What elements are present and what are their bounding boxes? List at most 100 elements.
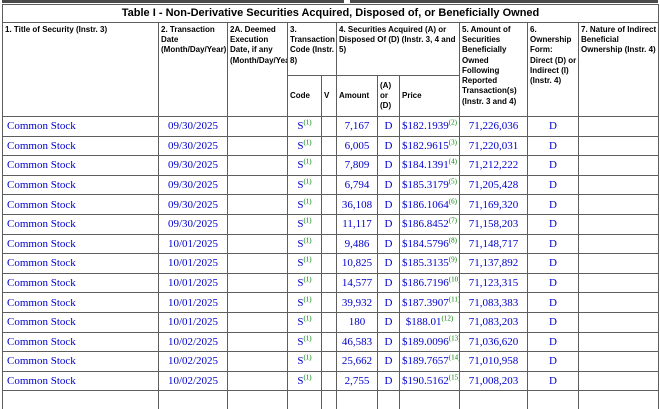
price-footnote: (13) [448, 334, 460, 343]
price-footnote: (14) [448, 353, 460, 362]
nature-of-ownership-cell [577, 311, 660, 333]
security-title-cell: Common Stock [2, 292, 159, 313]
v-cell [321, 253, 337, 274]
price-cell: $186.1064(6) [399, 194, 460, 215]
price-cell: $189.7657(14) [399, 351, 460, 372]
price-cell: $184.1391(4) [399, 155, 460, 176]
security-title-cell: Common Stock [2, 351, 159, 372]
amount-cell: 180 [336, 311, 378, 333]
price-value: $184.5796 [402, 237, 449, 250]
security-title-cell: Common Stock [2, 233, 159, 255]
transaction-code: S [297, 296, 304, 309]
acquired-disposed-cell: D [377, 370, 400, 392]
v-cell [321, 272, 337, 294]
ownership-form-cell: D [527, 155, 579, 176]
transaction-code: S [297, 316, 304, 329]
owned-following-cell: 71,212,222 [459, 155, 528, 176]
table-subheader-row: Code V Amount (A) or (D) Price [3, 75, 659, 117]
code-footnote: (1) [303, 157, 312, 166]
v-cell [321, 331, 337, 353]
code-footnote: (1) [303, 353, 312, 362]
table-row: Common Stock 09/30/2025 S(1) 6,794 D $18… [2, 174, 660, 196]
price-value: $190.5162 [402, 375, 449, 388]
code-footnote: (1) [303, 216, 312, 225]
security-title-cell: Common Stock [2, 194, 159, 215]
transaction-code: S [297, 257, 304, 270]
table-row: Common Stock 10/02/2025 S(1) 46,583 D $1… [2, 331, 660, 353]
border-segment [2, 0, 344, 3]
transaction-date-cell: 10/02/2025 [158, 351, 228, 372]
transaction-code-cell: S(1) [287, 370, 322, 392]
table-row: Common Stock 09/30/2025 S(1) 6,005 D $18… [2, 135, 660, 157]
transaction-code-cell: S(1) [287, 351, 322, 372]
v-cell [321, 194, 337, 215]
security-title-cell: Common Stock [2, 311, 159, 333]
acquired-disposed-cell: D [377, 116, 400, 137]
owned-following-cell: 71,123,315 [459, 272, 528, 294]
price-cell: $189.0096(13) [399, 331, 460, 353]
code-footnote: (1) [303, 334, 312, 343]
acquired-disposed-cell: D [377, 135, 400, 157]
table-title: Table I - Non-Derivative Securities Acqu… [1, 4, 660, 23]
transaction-date-cell: 09/30/2025 [158, 174, 228, 196]
owned-following-cell: 71,158,203 [459, 213, 528, 235]
owned-following-cell: 71,083,383 [459, 292, 528, 313]
header-transaction-date: 2. Transaction Date (Month/Day/Year) [158, 22, 228, 117]
transaction-code-cell: S(1) [287, 116, 322, 137]
owned-following-cell: 71,083,203 [459, 311, 528, 333]
table-row: Common Stock 10/01/2025 S(1) 14,577 D $1… [2, 272, 660, 294]
table-row: Common Stock 09/30/2025 S(1) 7,809 D $18… [2, 155, 660, 176]
ownership-form-cell: D [527, 253, 579, 274]
price-cell: $185.3135(9) [399, 253, 460, 274]
acquired-disposed-cell: D [377, 155, 400, 176]
v-cell [321, 135, 337, 157]
border-segment [350, 0, 658, 3]
transaction-code-cell: S(1) [287, 155, 322, 176]
v-cell [321, 233, 337, 255]
security-title-cell: Common Stock [2, 174, 159, 196]
owned-following-cell: 71,169,320 [459, 194, 528, 215]
code-footnote: (1) [303, 138, 312, 147]
subheader-code: Code [287, 75, 322, 117]
acquired-disposed-cell: D [377, 253, 400, 274]
deemed-execution-date-cell [227, 213, 288, 235]
v-cell [321, 174, 337, 196]
transaction-code: S [297, 335, 304, 348]
transaction-code: S [297, 139, 304, 152]
header-deemed-execution-date: 2A. Deemed Execution Date, if any (Month… [227, 22, 288, 117]
table-row: Common Stock 10/02/2025 S(1) 2,755 D $19… [2, 370, 660, 392]
transaction-code: S [297, 277, 304, 290]
price-value: $186.1064 [402, 198, 449, 211]
code-footnote: (1) [303, 373, 312, 382]
deemed-execution-date-cell [227, 351, 288, 372]
price-value: $185.3135 [402, 257, 449, 270]
transaction-date-cell: 09/30/2025 [158, 135, 228, 157]
nature-of-ownership-cell [577, 155, 660, 176]
price-footnote: (15) [448, 373, 460, 382]
amount-cell: 25,662 [336, 351, 378, 372]
deemed-execution-date-cell [227, 116, 288, 137]
code-footnote: (1) [303, 255, 312, 264]
non-derivative-securities-table: Table I - Non-Derivative Securities Acqu… [1, 4, 660, 409]
price-value: $185.3179 [402, 179, 449, 192]
price-value: $182.9615 [402, 139, 449, 152]
code-footnote: (1) [303, 118, 312, 127]
transaction-code-cell: S(1) [287, 194, 322, 215]
nature-of-ownership-cell [577, 370, 660, 392]
table-body: Common Stock 09/30/2025 S(1) 7,167 D $18… [2, 116, 660, 392]
subheader-amount: Amount [336, 75, 378, 117]
security-title-cell: Common Stock [2, 370, 159, 392]
price-cell: $186.7196(10) [399, 272, 460, 294]
price-value: $184.1391 [402, 159, 449, 172]
v-cell [321, 370, 337, 392]
amount-cell: 36,108 [336, 194, 378, 215]
deemed-execution-date-cell [227, 272, 288, 294]
header-ownership-form: 6. Ownership Form: Direct (D) or Indirec… [527, 22, 579, 117]
transaction-date-cell: 10/01/2025 [158, 272, 228, 294]
nature-of-ownership-cell [577, 292, 660, 313]
v-cell [321, 351, 337, 372]
transaction-code-cell: S(1) [287, 135, 322, 157]
deemed-execution-date-cell [227, 155, 288, 176]
v-cell [321, 292, 337, 313]
transaction-date-cell: 09/30/2025 [158, 155, 228, 176]
